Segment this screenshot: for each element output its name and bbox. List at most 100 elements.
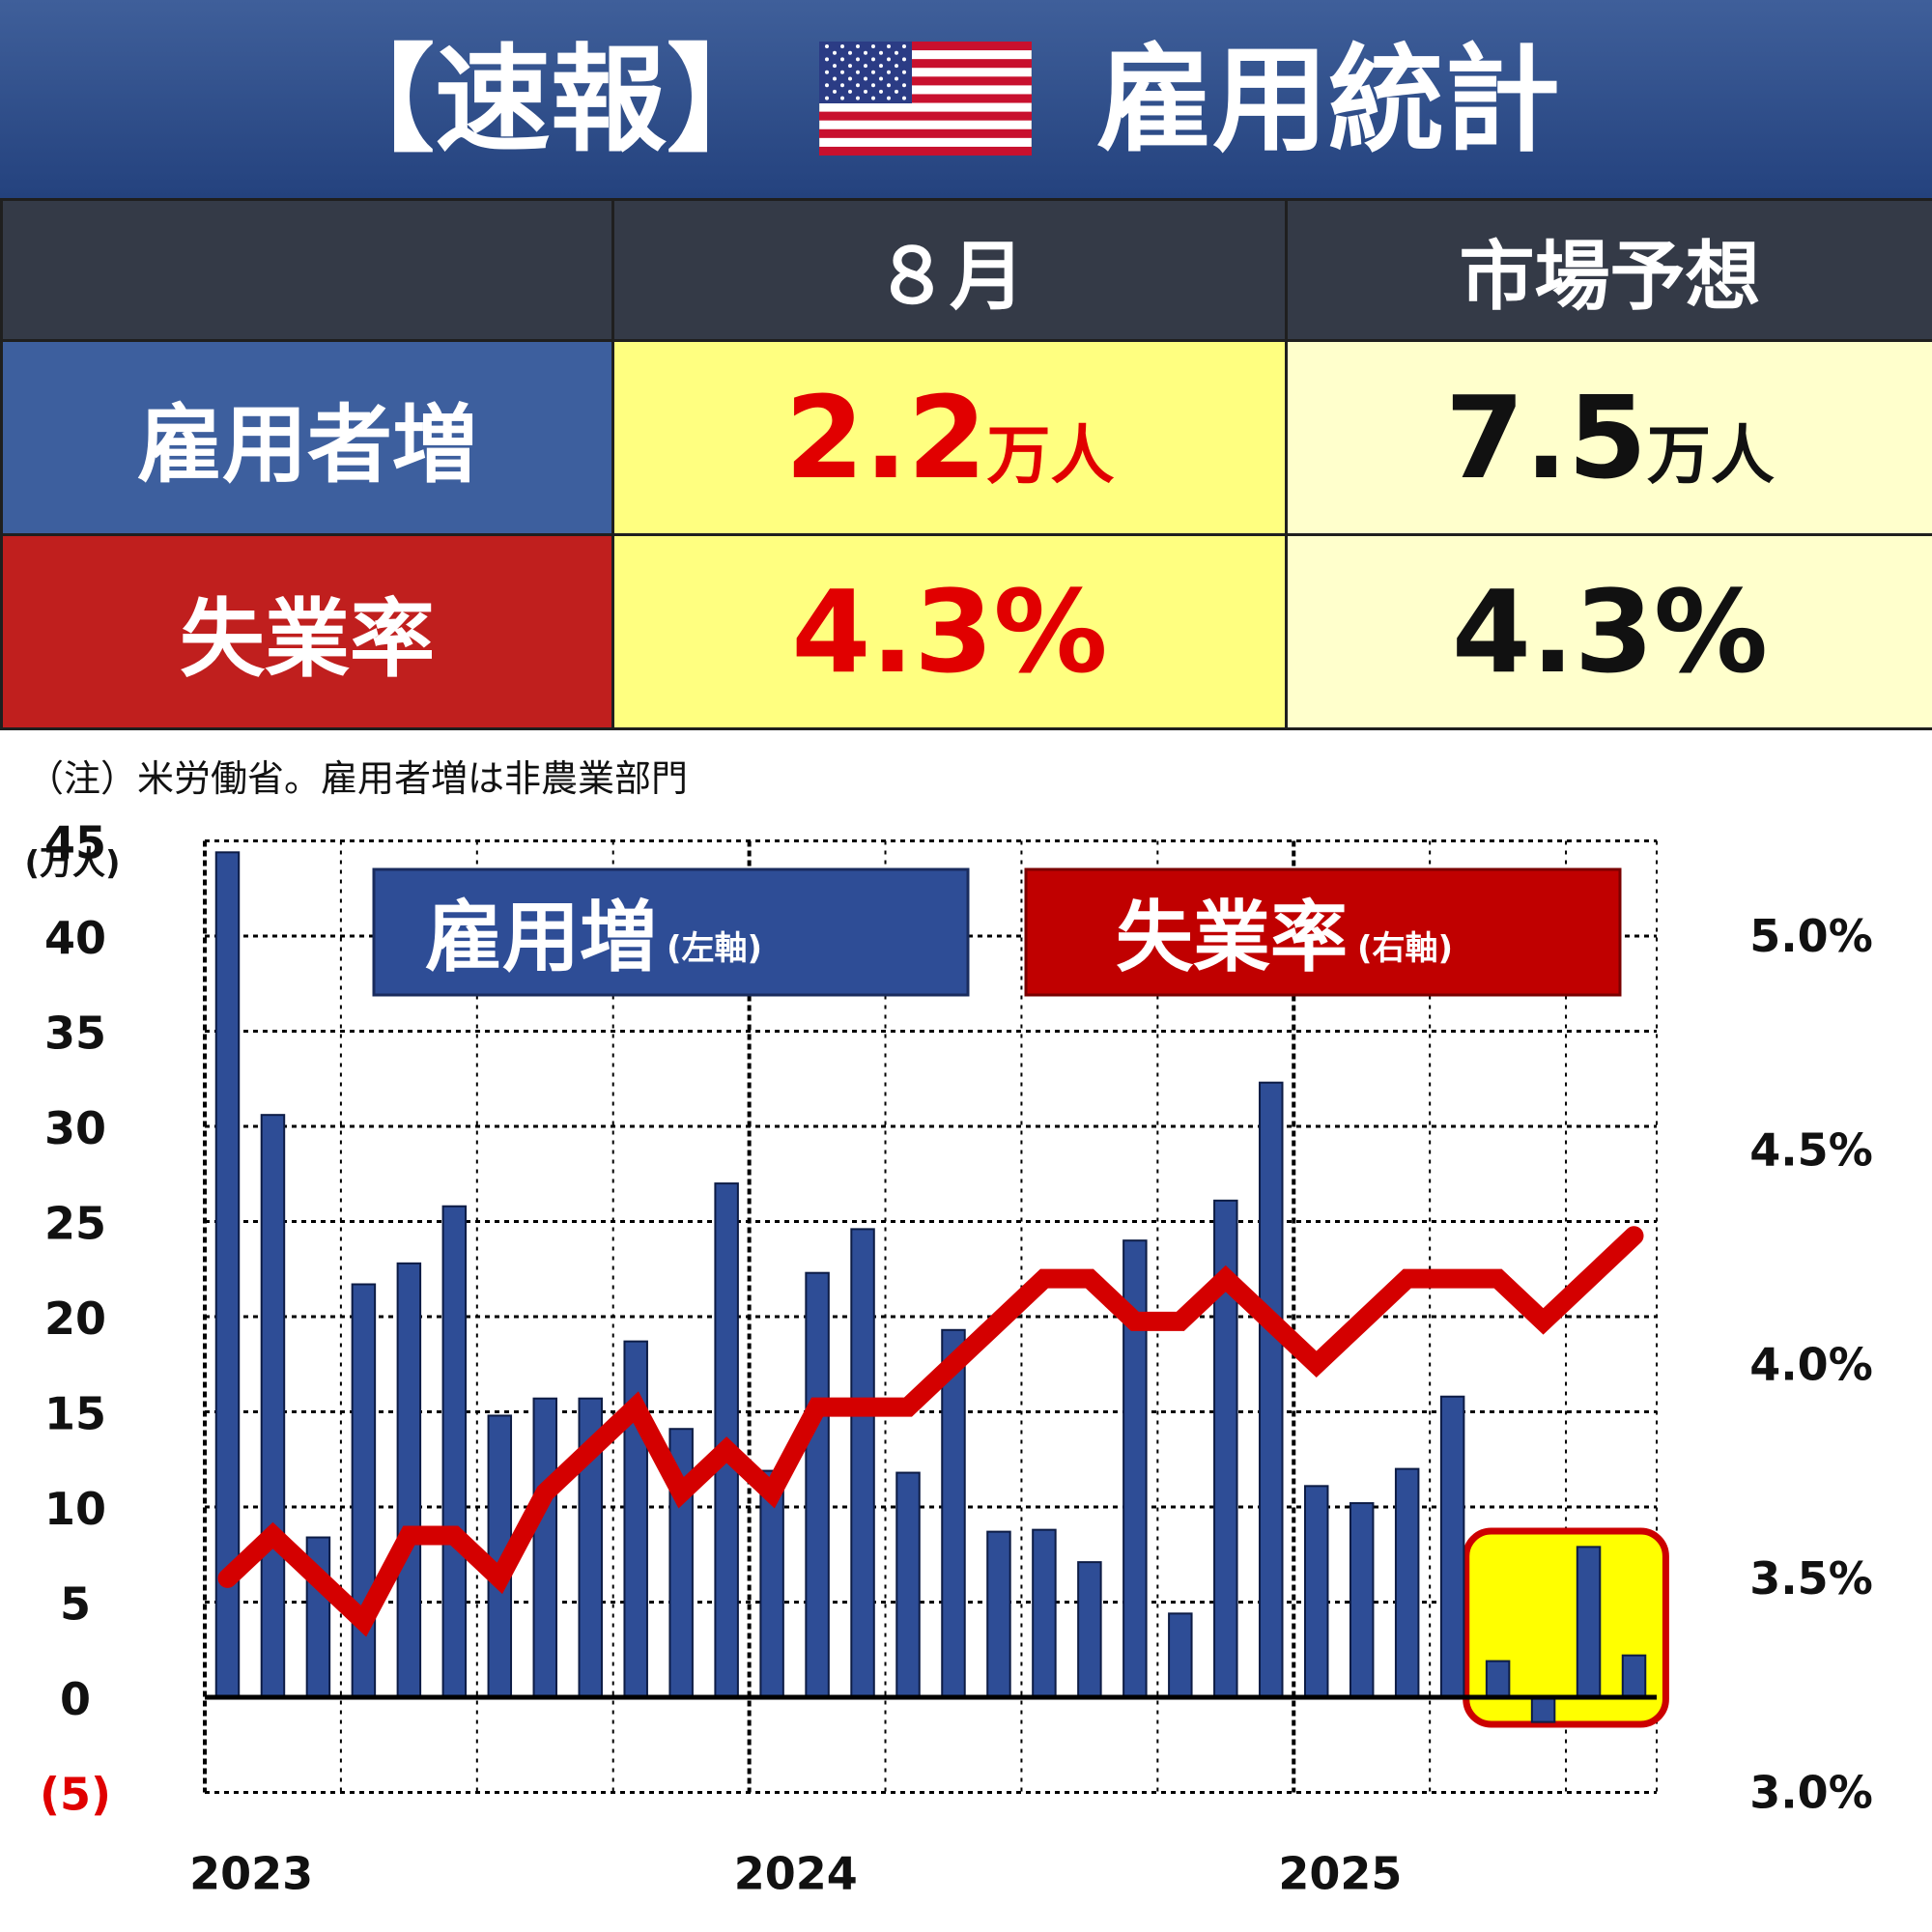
- flag-star: [833, 89, 837, 94]
- flag-star: [879, 64, 883, 69]
- source-note: （注）米労働省。雇用者増は非農業部門: [27, 757, 689, 800]
- payroll-bar: [1349, 1502, 1375, 1698]
- header-banner: 【速報】 雇用統計: [0, 0, 1932, 201]
- payroll-bar: [1259, 1081, 1284, 1698]
- header-month: ８月: [611, 198, 1288, 342]
- flag-star: [902, 57, 906, 62]
- left-axis-tick: 20: [44, 1293, 106, 1345]
- payroll-bar: [805, 1271, 830, 1698]
- x-axis-year-label: 2024: [734, 1848, 858, 1900]
- recent-months-highlight: [1463, 1527, 1669, 1728]
- right-axis-tick: 5.0%: [1749, 910, 1873, 962]
- flag-star: [864, 76, 867, 81]
- flag-star: [856, 96, 860, 100]
- flag-stripe: [819, 59, 1032, 69]
- flag-star: [887, 44, 891, 48]
- flag-star: [825, 83, 829, 88]
- row-label-unemployment: 失業率: [0, 533, 614, 730]
- flag-star: [895, 64, 898, 69]
- flag-star: [840, 70, 844, 74]
- header-empty-cell: [0, 198, 614, 342]
- payroll-bar: [1032, 1528, 1057, 1699]
- right-axis-tick: 4.5%: [1749, 1124, 1873, 1177]
- payroll-bar: [441, 1205, 468, 1698]
- flag-star: [833, 50, 837, 55]
- payrolls-actual: 2.2万人: [611, 339, 1288, 536]
- payroll-bar: [1394, 1467, 1420, 1698]
- left-axis-tick: 0: [60, 1673, 91, 1725]
- x-axis-year-label: 2023: [189, 1848, 313, 1900]
- flag-star: [856, 83, 860, 88]
- flag-star: [902, 70, 906, 74]
- left-axis-unit: (万人): [24, 844, 120, 883]
- right-axis-tick: 3.0%: [1749, 1767, 1873, 1819]
- us-flag-icon: [819, 42, 1032, 156]
- left-axis-tick: 45: [44, 817, 106, 869]
- flag-star: [848, 89, 852, 94]
- flag-star: [833, 76, 837, 81]
- payroll-bar: [850, 1228, 875, 1698]
- flag-star: [840, 96, 844, 100]
- payroll-bar: [351, 1283, 377, 1698]
- flag-star: [833, 64, 837, 69]
- payroll-bar: [1439, 1395, 1465, 1698]
- flag-star: [887, 70, 891, 74]
- flag-star: [879, 50, 883, 55]
- left-axis-tick: (5): [40, 1769, 111, 1821]
- flag-star: [887, 96, 891, 100]
- unemployment-line: [217, 1226, 1644, 1637]
- payroll-bar: [396, 1262, 422, 1698]
- flag-star: [825, 70, 829, 74]
- payroll-bar: [532, 1397, 558, 1699]
- flag-star: [895, 76, 898, 81]
- flag-star: [895, 50, 898, 55]
- row-label-payrolls: 雇用者増: [0, 339, 614, 536]
- payroll-bar: [260, 1114, 286, 1698]
- flag-star: [871, 96, 875, 100]
- left-axis-tick: 5: [60, 1578, 91, 1631]
- left-axis-tick: 10: [44, 1483, 106, 1535]
- legend-employment-axis: (左軸): [667, 929, 762, 968]
- payroll-bar: [986, 1530, 1011, 1698]
- payroll-bar: [1485, 1660, 1511, 1699]
- flag-star: [864, 50, 867, 55]
- left-axis-tick: 15: [44, 1388, 106, 1440]
- flag-star: [856, 57, 860, 62]
- flag-star: [864, 64, 867, 69]
- flag-star: [879, 76, 883, 81]
- flag-star: [840, 57, 844, 62]
- left-axis-tick: 35: [44, 1008, 106, 1060]
- payroll-bar: [1530, 1696, 1556, 1723]
- unemployment-actual: 4.3%: [611, 533, 1288, 730]
- legend-unemployment-axis: (右軸): [1357, 929, 1453, 968]
- x-axis-year-label: 2025: [1278, 1848, 1402, 1900]
- breaking-label: 【速報】: [319, 34, 782, 168]
- legend-employment-label: 雇用増: [425, 893, 657, 982]
- payrolls-unemployment-chart: 45 40 35 30 25 20 15 10 5 0 (5) 5.0% 4.5% 4.0% 3.5% 3.…: [24, 817, 1873, 1900]
- flag-stripe: [819, 94, 1032, 103]
- left-axis-tick: 40: [44, 912, 106, 964]
- flag-star: [871, 83, 875, 88]
- flag-stripe: [819, 146, 1032, 156]
- payrolls-forecast: 7.5万人: [1285, 339, 1932, 536]
- flag-star: [902, 96, 906, 100]
- right-axis-tick: 4.0%: [1749, 1338, 1873, 1390]
- flag-stripe: [819, 111, 1032, 121]
- right-axis-tick: 3.5%: [1749, 1552, 1873, 1605]
- flag-star: [902, 44, 906, 48]
- payroll-bar: [1077, 1561, 1102, 1698]
- flag-star: [871, 57, 875, 62]
- flag-star: [856, 44, 860, 48]
- payroll-bar: [1621, 1654, 1647, 1698]
- flag-star: [902, 83, 906, 88]
- legend-unemployment-label: 失業率: [1116, 893, 1348, 982]
- flag-star: [848, 50, 852, 55]
- flag-stripe: [819, 76, 1032, 86]
- flag-star: [825, 57, 829, 62]
- flag-star: [848, 64, 852, 69]
- flag-stripe: [819, 128, 1032, 138]
- flag-star: [840, 44, 844, 48]
- payroll-bar: [895, 1471, 921, 1698]
- summary-table: ８月 市場予想 雇用者増 2.2万人 7.5万人 失業率 4.3% 4.3%: [0, 198, 1932, 730]
- legend-unemployment: 失業率 (右軸): [1024, 867, 1622, 997]
